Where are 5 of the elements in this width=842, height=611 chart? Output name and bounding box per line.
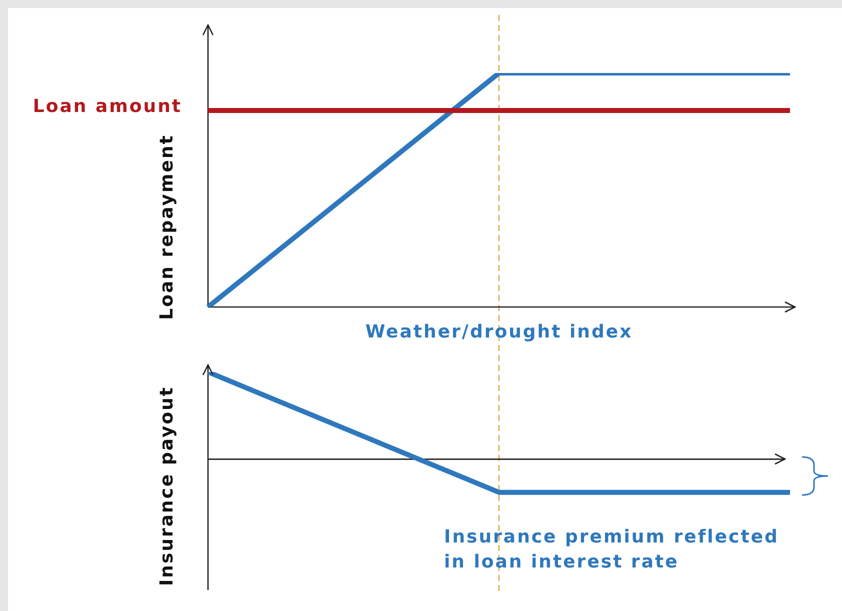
y-axis-title: Insurance payout (156, 386, 178, 586)
y-axis-title: Loan repayment (156, 134, 178, 320)
x-axis-title: Weather/drought index (365, 322, 633, 343)
text: Insurance premium reflected in loan interest rate (444, 526, 779, 573)
series-label: Loan amount (32, 96, 182, 118)
